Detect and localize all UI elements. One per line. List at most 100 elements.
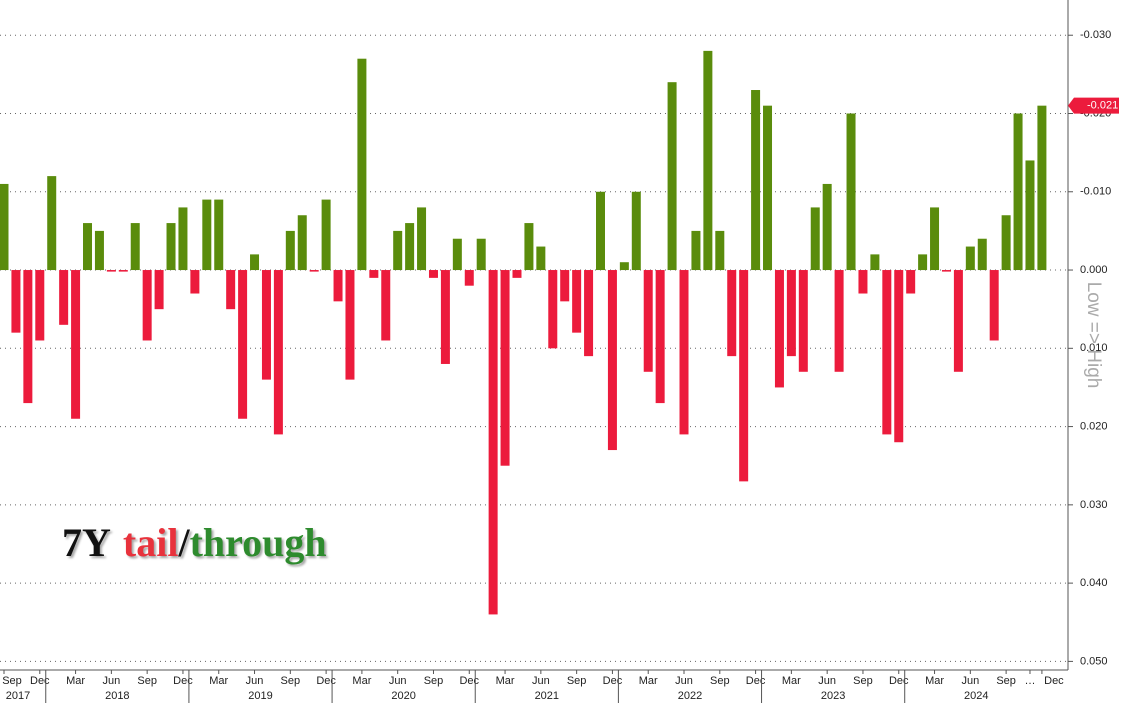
bar [560, 270, 570, 302]
bar [190, 270, 200, 294]
bar [751, 90, 761, 271]
x-tick-label: Sep [567, 675, 587, 687]
bar [106, 270, 116, 272]
bar [118, 270, 128, 272]
x-tick-label: Dec [889, 675, 909, 687]
bar [202, 199, 212, 271]
bar [1001, 215, 1011, 271]
bar [476, 238, 486, 271]
x-tick-label: Sep [281, 675, 301, 687]
x-tick-label: Jun [246, 675, 264, 687]
x-year-label: 2019 [248, 690, 272, 702]
y-axis-label: Low => High [1083, 282, 1104, 389]
bar [953, 270, 963, 372]
bar [250, 254, 260, 271]
x-tick-label: Mar [66, 675, 85, 687]
bar [464, 270, 474, 286]
x-tick-label: Sep [853, 675, 873, 687]
bar [798, 270, 808, 372]
x-year-label: 2023 [821, 690, 845, 702]
bar [786, 270, 796, 357]
bar [882, 270, 892, 435]
bar [500, 270, 510, 466]
bar [130, 223, 140, 271]
y-tick-label: 0.030 [1080, 499, 1108, 511]
bar [679, 270, 689, 435]
bar [858, 270, 868, 294]
title-part: through [190, 520, 327, 565]
x-tick-label: Sep [137, 675, 157, 687]
x-tick-label: Mar [782, 675, 801, 687]
x-year-label: 2020 [391, 690, 415, 702]
bar [930, 207, 940, 271]
bar [23, 270, 33, 404]
y-tick-label: -0.010 [1080, 186, 1111, 198]
chart-title: 7Y tail/through [62, 520, 327, 565]
bar [870, 254, 880, 271]
bar [59, 270, 69, 325]
x-tick-label: Jun [961, 675, 979, 687]
x-year-label: 2024 [964, 690, 988, 702]
x-tick-label: Sep [424, 675, 444, 687]
bar [739, 270, 749, 482]
bar [834, 270, 844, 372]
x-tick-label: … [1024, 675, 1035, 687]
bar [154, 270, 164, 310]
bar [977, 238, 987, 271]
bar [261, 270, 271, 380]
x-tick-label: Dec [459, 675, 479, 687]
x-tick-label: Sep [996, 675, 1016, 687]
y-tick-label: 0.020 [1080, 420, 1108, 432]
x-tick-label: Sep [2, 675, 22, 687]
bar [333, 270, 343, 302]
x-tick-label: Dec [316, 675, 336, 687]
y-tick-label: 0.040 [1080, 577, 1108, 589]
bar [941, 270, 951, 272]
x-tick-label: Mar [352, 675, 371, 687]
x-tick-label: Dec [746, 675, 766, 687]
x-tick-label: Dec [1044, 675, 1064, 687]
bar [369, 270, 379, 278]
bar [309, 270, 319, 272]
bar [417, 207, 427, 271]
x-tick-label: Jun [102, 675, 120, 687]
bar [965, 246, 975, 271]
x-tick-label: Mar [496, 675, 515, 687]
bar [47, 176, 57, 271]
bar [488, 270, 498, 615]
bar [548, 270, 558, 349]
x-tick-label: Sep [710, 675, 730, 687]
bar [226, 270, 236, 310]
x-tick-label: Jun [675, 675, 693, 687]
x-tick-label: Mar [925, 675, 944, 687]
bar [536, 246, 546, 271]
bar [619, 262, 629, 271]
bar [345, 270, 355, 380]
x-tick-label: Dec [30, 675, 50, 687]
bar [357, 58, 367, 271]
bar [297, 215, 307, 271]
bar [631, 191, 641, 271]
bar [763, 105, 773, 271]
x-tick-label: Jun [532, 675, 550, 687]
bar [512, 270, 522, 278]
x-year-label: 2022 [678, 690, 702, 702]
bar [166, 223, 176, 271]
bar [405, 223, 415, 271]
bar [273, 270, 283, 435]
bar [918, 254, 928, 271]
y-tick-label: 0.000 [1080, 264, 1108, 276]
last-value-marker [1068, 97, 1119, 114]
x-year-label: 2021 [535, 690, 559, 702]
bar [178, 207, 188, 271]
bar [0, 183, 9, 271]
bar [643, 270, 653, 372]
bar [584, 270, 594, 357]
bar [214, 199, 224, 271]
x-tick-label: Jun [389, 675, 407, 687]
bar [238, 270, 248, 419]
x-tick-label: Mar [209, 675, 228, 687]
title-part: tail [123, 520, 179, 565]
bar [452, 238, 462, 271]
